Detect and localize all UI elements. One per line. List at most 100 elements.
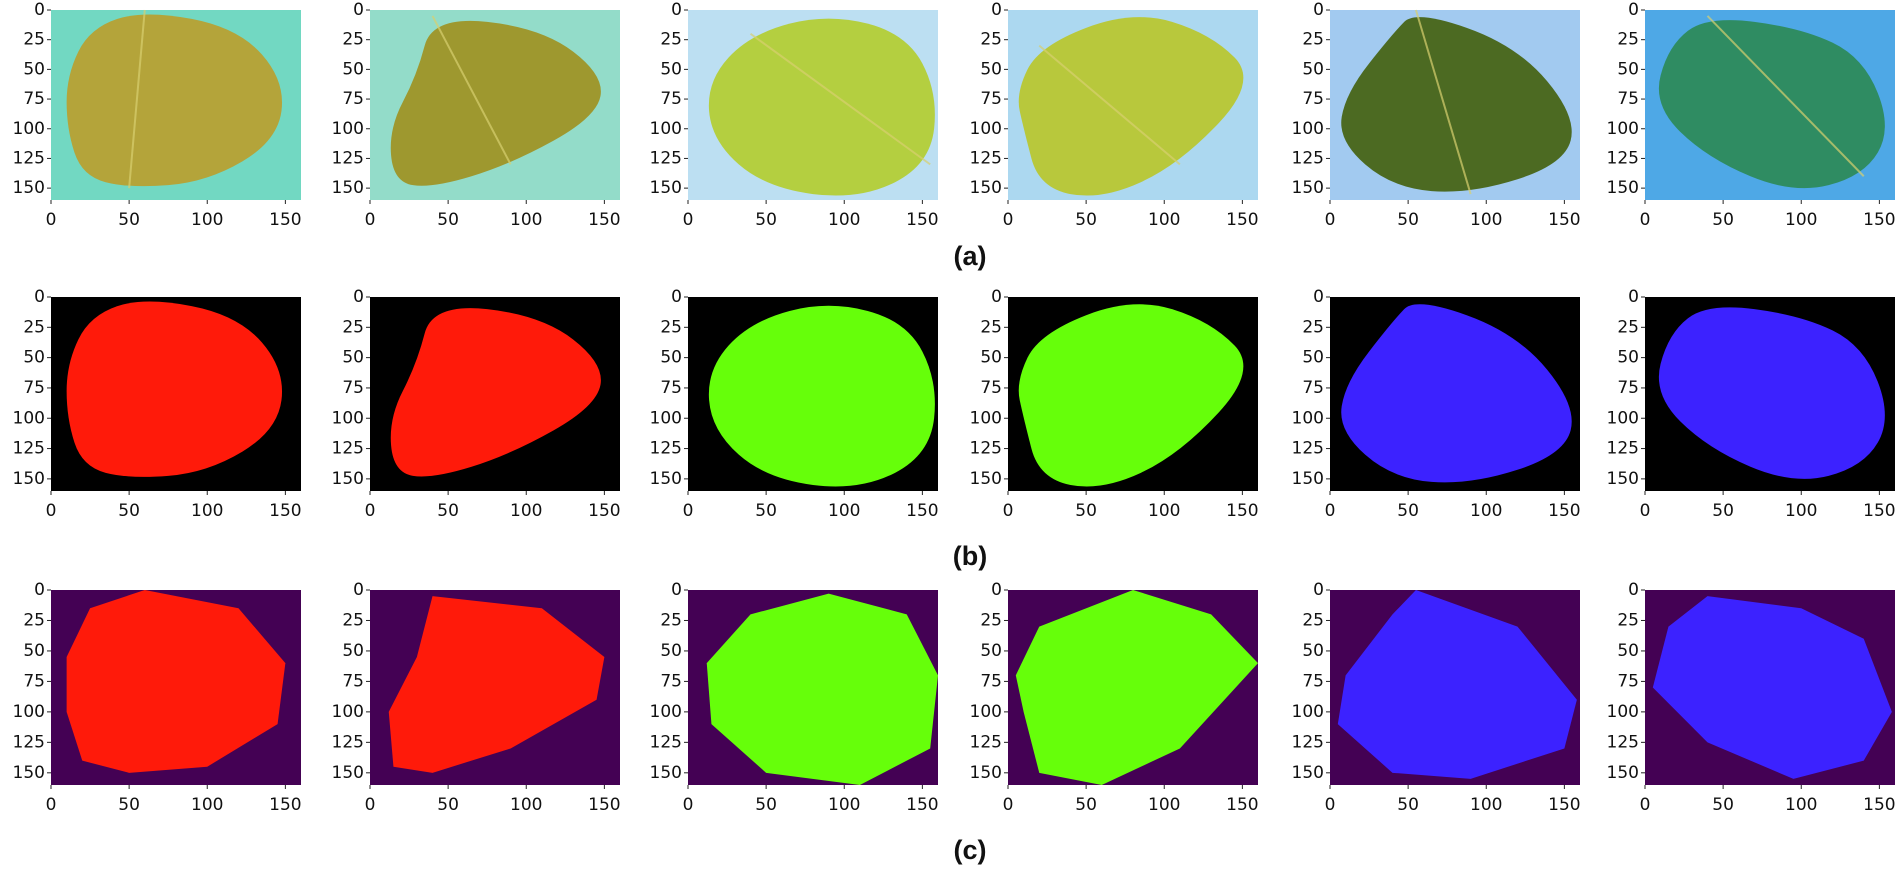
y-tick-label: 75 [660, 671, 682, 691]
leaf [1658, 20, 1885, 189]
y-tick-label: 25 [1302, 610, 1324, 630]
y-tick-label: 0 [671, 0, 682, 20]
y-tick-label: 75 [1302, 671, 1324, 691]
leaf-mask [388, 596, 605, 773]
x-tick-label: 100 [828, 501, 860, 521]
y-tick-label: 0 [991, 0, 1002, 20]
y-tick-label: 0 [1313, 0, 1324, 20]
x-tick-label: 100 [1148, 501, 1180, 521]
x-tick-label: 150 [269, 795, 301, 815]
y-tick-label: 25 [342, 610, 364, 630]
x-tick-label: 150 [269, 210, 301, 230]
y-tick-label: 50 [1302, 348, 1324, 368]
x-tick-label: 50 [1075, 501, 1097, 521]
x-tick-label: 100 [1785, 795, 1817, 815]
y-tick-label: 75 [23, 89, 45, 109]
y-tick-label: 150 [332, 178, 364, 198]
leaf-mask [1341, 304, 1572, 483]
x-tick-label: 100 [1470, 210, 1502, 230]
y-tick-label: 100 [332, 408, 364, 428]
y-tick-label: 150 [13, 763, 45, 783]
x-tick-label: 50 [755, 501, 777, 521]
x-tick-label: 150 [1226, 795, 1258, 815]
leaf-vein [749, 32, 931, 166]
y-tick-label: 125 [1607, 148, 1639, 168]
y-tick-label: 50 [23, 641, 45, 661]
x-tick-label: 100 [1148, 210, 1180, 230]
x-tick-label: 150 [588, 210, 620, 230]
y-tick-label: 50 [23, 59, 45, 79]
y-tick-label: 100 [1292, 702, 1324, 722]
x-tick-label: 0 [46, 501, 57, 521]
x-tick-label: 0 [683, 501, 694, 521]
x-tick-label: 100 [1785, 210, 1817, 230]
y-tick-label: 0 [1628, 580, 1639, 600]
y-tick-label: 25 [980, 610, 1002, 630]
y-tick-label: 100 [970, 702, 1002, 722]
y-tick-label: 25 [660, 610, 682, 630]
x-tick-label: 0 [1325, 210, 1336, 230]
leaf-vein [128, 9, 146, 189]
x-tick-label: 150 [1226, 210, 1258, 230]
x-tick-label: 0 [1003, 501, 1014, 521]
y-tick-label: 75 [660, 378, 682, 398]
x-tick-label: 50 [437, 210, 459, 230]
x-tick-label: 0 [1325, 501, 1336, 521]
x-tick-label: 100 [1470, 795, 1502, 815]
y-tick-label: 50 [1302, 59, 1324, 79]
y-tick-label: 25 [1617, 30, 1639, 50]
row-label: (c) [954, 835, 987, 865]
y-tick-label: 25 [660, 317, 682, 337]
y-tick-label: 50 [1617, 59, 1639, 79]
y-tick-label: 100 [13, 702, 45, 722]
leaf-mask [708, 305, 935, 487]
x-tick-label: 50 [755, 210, 777, 230]
leaf-vein [1706, 15, 1865, 177]
y-tick-label: 25 [660, 30, 682, 50]
y-tick-label: 0 [353, 0, 364, 20]
y-tick-label: 25 [23, 610, 45, 630]
y-tick-label: 100 [650, 702, 682, 722]
leaf-mask [1337, 590, 1577, 779]
x-tick-label: 50 [1712, 501, 1734, 521]
y-tick-label: 75 [342, 671, 364, 691]
y-tick-label: 75 [980, 671, 1002, 691]
x-tick-label: 100 [191, 210, 223, 230]
leaf-mask [1658, 307, 1885, 479]
y-tick-label: 100 [1292, 119, 1324, 139]
y-tick-label: 150 [650, 178, 682, 198]
y-tick-label: 125 [650, 148, 682, 168]
y-tick-label: 75 [342, 89, 364, 109]
y-tick-label: 50 [660, 59, 682, 79]
y-tick-label: 0 [34, 580, 45, 600]
y-tick-label: 125 [332, 439, 364, 459]
y-tick-label: 75 [1302, 89, 1324, 109]
y-tick-label: 75 [980, 89, 1002, 109]
y-tick-label: 125 [332, 732, 364, 752]
y-tick-label: 100 [970, 408, 1002, 428]
y-tick-label: 125 [13, 439, 45, 459]
leaf-mask [1018, 304, 1244, 487]
y-tick-label: 50 [660, 348, 682, 368]
x-tick-label: 150 [1548, 501, 1580, 521]
x-tick-label: 100 [1148, 795, 1180, 815]
y-tick-label: 75 [23, 378, 45, 398]
y-tick-label: 125 [1292, 439, 1324, 459]
y-tick-label: 50 [1302, 641, 1324, 661]
x-tick-label: 0 [683, 795, 694, 815]
y-tick-label: 75 [1617, 378, 1639, 398]
x-tick-label: 50 [1075, 210, 1097, 230]
x-tick-label: 0 [1325, 795, 1336, 815]
y-tick-label: 0 [671, 580, 682, 600]
x-tick-label: 0 [46, 210, 57, 230]
y-tick-label: 100 [332, 119, 364, 139]
y-tick-label: 75 [1617, 671, 1639, 691]
